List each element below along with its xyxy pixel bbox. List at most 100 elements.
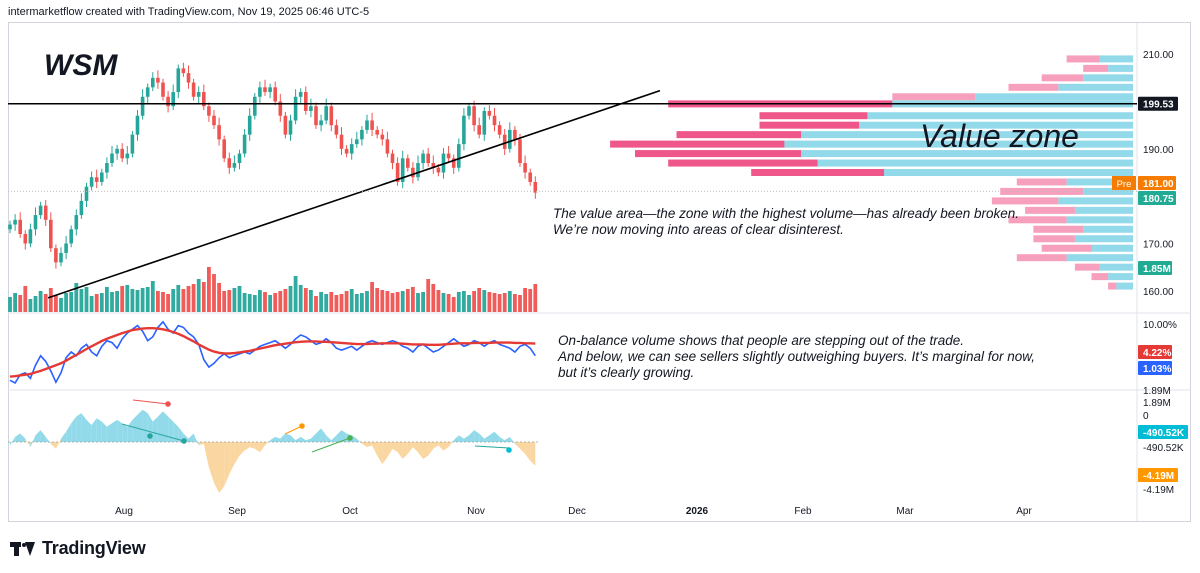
volume-bar [523, 288, 527, 312]
oscillator-area [117, 419, 123, 442]
volume-profile-sell-bar [1008, 83, 1059, 91]
oscillator-area [193, 433, 199, 446]
x-axis-tick-label: 2026 [686, 506, 709, 517]
candle-body [283, 115, 288, 135]
oscillator-area [453, 435, 459, 442]
candle-body [89, 177, 94, 187]
candle-body [390, 153, 395, 164]
candle-body [497, 125, 502, 135]
oscillator-area [423, 442, 429, 459]
volume-bar [426, 279, 431, 312]
volume-profile-buy-bar [817, 159, 1133, 167]
volume-bar [309, 290, 313, 312]
price-tag-value: 180.75 [1143, 194, 1174, 205]
volume-bar [156, 291, 160, 312]
candle-body [293, 96, 298, 121]
candle-body [110, 153, 114, 164]
oscillator-area [224, 442, 230, 487]
volume-bar [258, 290, 262, 312]
candle-body [59, 252, 63, 263]
oscillator-area [520, 442, 526, 454]
oscillator-area [10, 436, 16, 446]
volume-bar [222, 291, 227, 312]
volume-bar [441, 293, 446, 312]
oscillator-area [504, 436, 510, 442]
oscillator-area [152, 416, 158, 442]
oscillator-area [66, 423, 72, 442]
price-tag: 4.22% [1138, 345, 1172, 359]
oscillator-area [402, 442, 408, 459]
tradingview-logo[interactable]: TradingView [10, 538, 146, 559]
oscillator-area [316, 428, 322, 442]
volume-bar [140, 288, 145, 312]
candle-body [191, 82, 196, 97]
oscillator-area [489, 431, 495, 442]
oscillator-area [458, 435, 464, 442]
oscillator-area [61, 431, 67, 442]
volume-bar [145, 287, 150, 312]
volume-bar [462, 291, 466, 312]
volume-bar [365, 291, 369, 312]
volume-bar [354, 294, 359, 312]
volume-profile-sell-bar [1008, 216, 1067, 224]
price-tag-value: 4.22% [1143, 348, 1171, 359]
oscillator-area [198, 442, 204, 446]
volume-bar [472, 291, 476, 312]
volume-bar [23, 286, 28, 312]
x-axis-tick-label: Nov [467, 506, 485, 517]
oscillator-area [326, 435, 332, 442]
signal-dot [147, 433, 153, 439]
oscillator-area [106, 423, 112, 442]
candle-body [467, 106, 471, 116]
volume-bar [33, 296, 38, 312]
tradingview-logo-icon [10, 541, 36, 556]
candle-body [186, 73, 191, 83]
oscillator-axis-label: 0 [1143, 411, 1149, 422]
candle-body [329, 106, 334, 126]
oscillator-area [392, 442, 398, 453]
volume-bar [395, 292, 400, 312]
candle-body [304, 92, 308, 111]
x-axis-tick-label: Apr [1016, 506, 1032, 517]
candle-body [69, 229, 73, 244]
tradingview-brand-text: TradingView [42, 538, 146, 558]
candle-body [105, 163, 109, 173]
oscillator-area [112, 419, 118, 442]
volume-bar [477, 288, 482, 312]
volume-bar [293, 276, 298, 312]
signal-dot [181, 438, 187, 444]
volume-bar [400, 291, 405, 312]
oscillator-area [239, 442, 245, 456]
volume-bar [446, 294, 451, 312]
price-tag-value: 1.03% [1143, 364, 1171, 375]
volume-bar [405, 289, 410, 312]
volume-profile-buy-bar [1091, 244, 1133, 252]
oscillator-area [336, 430, 342, 442]
oscillator-area [127, 419, 133, 442]
candle-body [54, 248, 58, 263]
oscillator-area [173, 421, 179, 442]
volume-profile-sell-bar [610, 140, 785, 148]
price-axis-tick-label: 170.00 [1143, 239, 1174, 250]
candle-body [217, 125, 221, 140]
candle-body [33, 215, 38, 230]
oscillator-area [55, 438, 61, 449]
volume-bar [334, 295, 339, 312]
oscillator-area [40, 430, 46, 442]
oscillator-area [530, 442, 536, 466]
oscillator-axis-label: 1.89M [1143, 398, 1171, 409]
chart-frame [8, 22, 1191, 522]
annotation-text: The value area—the zone with the highest… [553, 206, 1019, 221]
oscillator-area [331, 435, 337, 442]
volume-bar [329, 292, 334, 312]
candle-body [472, 106, 476, 126]
volume-profile-sell-bar [635, 150, 801, 158]
volume-bar [303, 288, 308, 312]
volume-profile-buy-bar [1058, 197, 1133, 205]
oscillator-area [377, 442, 383, 465]
volume-bar [171, 289, 176, 312]
oscillator-area [387, 442, 393, 458]
candle-body [166, 96, 170, 107]
volume-profile-buy-bar [801, 150, 1133, 158]
